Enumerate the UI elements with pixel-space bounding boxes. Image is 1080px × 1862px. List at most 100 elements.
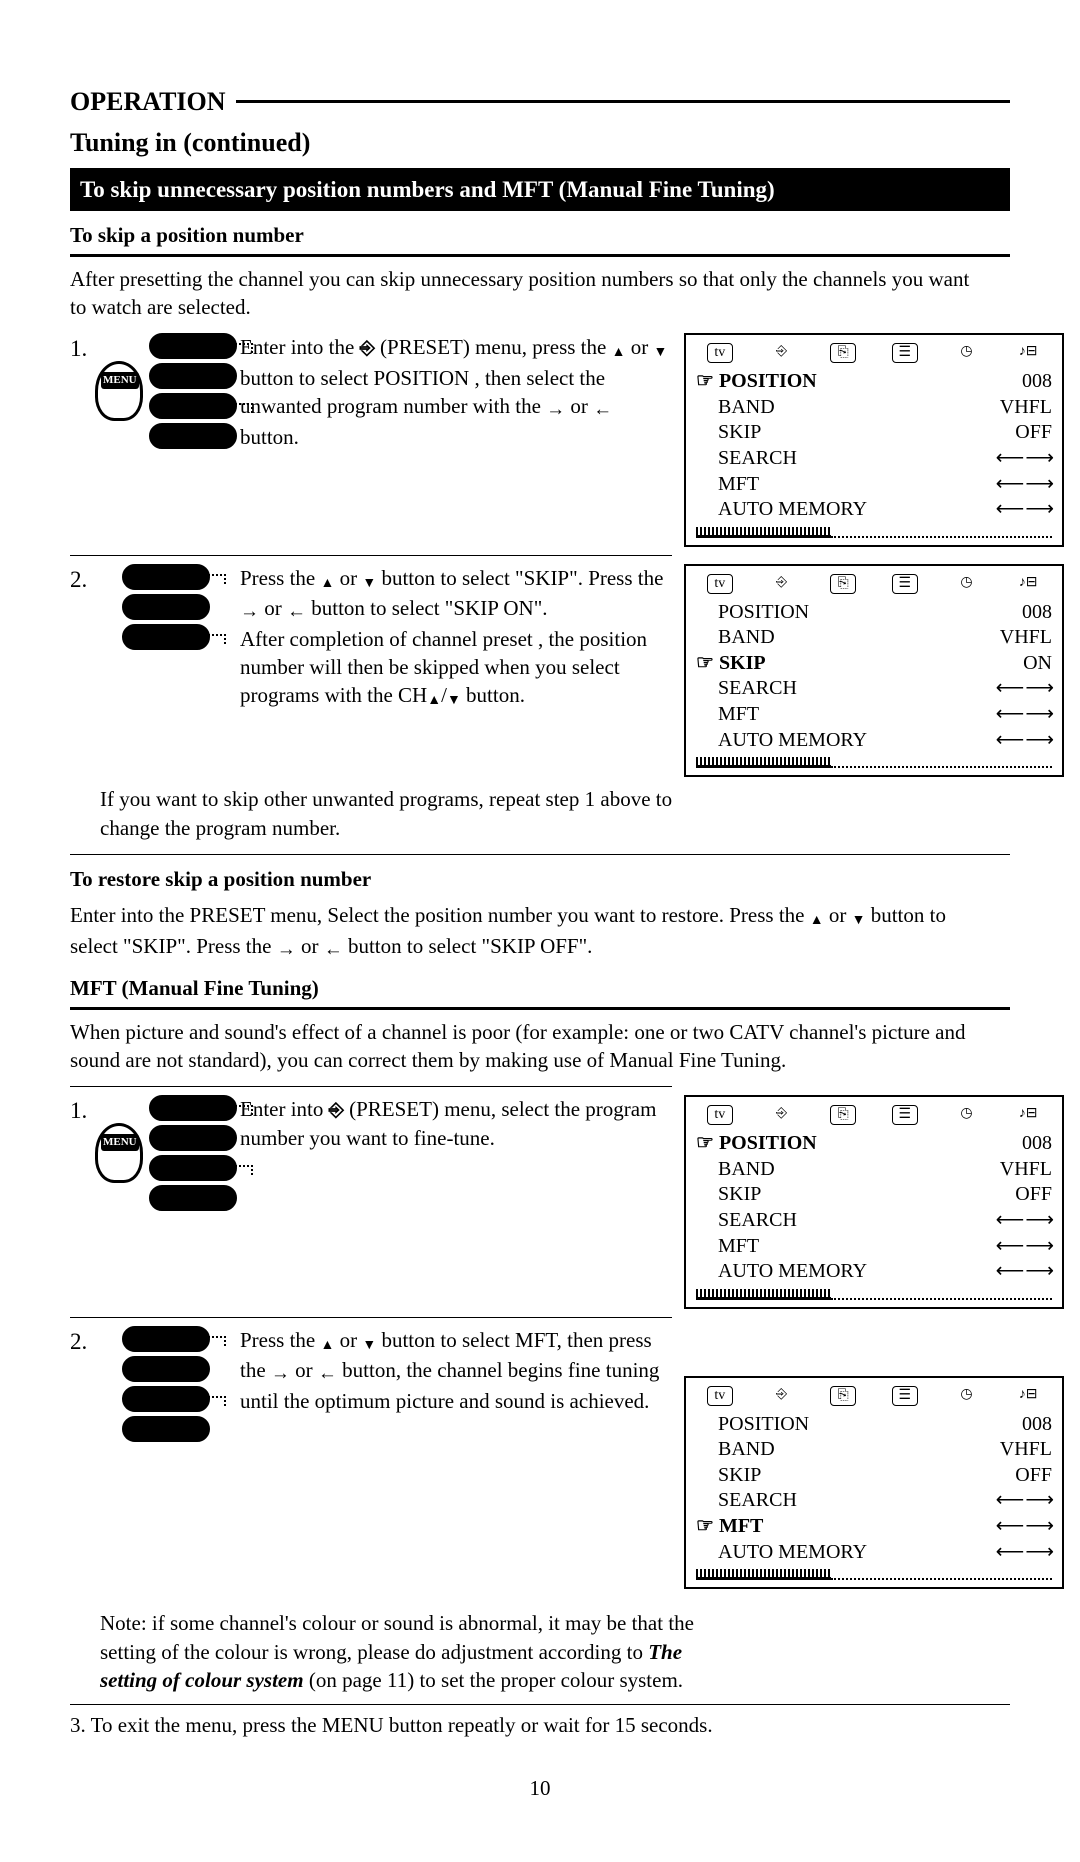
- remote-illustration: [106, 1326, 226, 1442]
- preset-icon: ⎆: [360, 338, 375, 359]
- text: Press the: [240, 566, 321, 590]
- text: or: [340, 566, 363, 590]
- step-text: Press the or button to select "SKIP". Pr…: [240, 564, 670, 712]
- mft-step-1: 1. Enter into ⎆ (PRESET) menu, select th…: [70, 1095, 1010, 1308]
- down-triangle-icon: [362, 566, 376, 594]
- osd-tab-icon: ☰: [892, 343, 918, 363]
- step-text: Enter into the ⎆ (PRESET) menu, press th…: [240, 333, 670, 451]
- down-triangle-icon: [653, 335, 667, 363]
- osd-row: BANDVHFL: [696, 395, 1052, 421]
- osd-value: VHFL: [982, 395, 1052, 421]
- text: button to select "SKIP". Press the: [381, 566, 663, 590]
- oval-button-icon: [122, 624, 210, 650]
- text: or: [340, 1328, 358, 1352]
- step-number: 1.: [70, 333, 92, 364]
- osd-value: ⟵ ⟶: [982, 1259, 1052, 1285]
- osd-row: AUTO MEMORY⟵ ⟶: [696, 497, 1052, 523]
- text: button to select "SKIP OFF".: [348, 934, 592, 958]
- menu-button-icon: [95, 361, 143, 421]
- osd-row: SKIPOFF: [696, 1463, 1052, 1489]
- step-number: 1.: [70, 1095, 92, 1126]
- arrow-right-icon: [271, 1358, 290, 1387]
- osd-label: SEARCH: [718, 1488, 797, 1514]
- osd-label: AUTO MEMORY: [718, 497, 867, 523]
- osd-label: POSITION: [718, 600, 809, 626]
- osd-value: 008: [982, 1412, 1052, 1438]
- osd-value: ⟵ ⟶: [982, 472, 1052, 498]
- osd-value: VHFL: [982, 625, 1052, 651]
- osd-icon-row: tv ⎆ ⎘ ☰ ◷ ♪⊟: [696, 1386, 1052, 1406]
- osd-tab-icon: tv: [707, 1105, 733, 1125]
- text: or: [631, 335, 654, 359]
- osd-value: ⟵ ⟶: [982, 676, 1052, 702]
- oval-button-icon: [122, 564, 210, 590]
- text: (on page 11) to set the proper colour sy…: [304, 1668, 683, 1692]
- step-number: 2.: [70, 1326, 92, 1357]
- osd-value: VHFL: [982, 1157, 1052, 1183]
- osd-progress-bar: [696, 1569, 1052, 1581]
- osd-box-mft-2: tv ⎆ ⎘ ☰ ◷ ♪⊟ POSITION008 BANDVHFL SKIPO…: [684, 1376, 1064, 1589]
- osd-label: SKIP: [718, 1182, 761, 1208]
- osd-label: SEARCH: [718, 1208, 797, 1234]
- divider: [70, 555, 672, 556]
- exit-step: 3. To exit the menu, press the MENU butt…: [70, 1711, 1010, 1739]
- arrow-left-icon: [324, 934, 343, 963]
- repeat-note: If you want to skip other unwanted progr…: [100, 785, 710, 842]
- skip-step-2: 2. Press the or button to select "SKIP".…: [70, 564, 1010, 777]
- osd-value: VHFL: [982, 1437, 1052, 1463]
- text: button to select "SKIP ON".: [311, 596, 547, 620]
- osd-tab-icon: ☰: [892, 1105, 918, 1125]
- oval-button-icon: [149, 1125, 237, 1151]
- osd-icon-row: tv ⎆ ⎘ ☰ ◷ ♪⊟: [696, 574, 1052, 594]
- arrow-left-icon: [593, 394, 612, 423]
- oval-button-icon: [122, 1326, 210, 1352]
- osd-label: AUTO MEMORY: [718, 1259, 867, 1285]
- osd-row: MFT⟵ ⟶: [696, 702, 1052, 728]
- osd-tab-icon: ◷: [953, 343, 979, 363]
- tuning-heading: Tuning in (continued): [70, 125, 1010, 160]
- step-text: Enter into ⎆ (PRESET) menu, select the p…: [240, 1095, 670, 1152]
- osd-tab-icon: ⎆: [768, 1105, 794, 1125]
- oval-button-icon: [149, 1185, 237, 1211]
- oval-button-icon: [122, 1386, 210, 1412]
- osd-label: BAND: [718, 625, 775, 651]
- osd-row: AUTO MEMORY⟵ ⟶: [696, 728, 1052, 754]
- osd-row: POSITION008: [696, 1131, 1052, 1157]
- osd-row: SEARCH⟵ ⟶: [696, 446, 1052, 472]
- osd-label: BAND: [718, 1437, 775, 1463]
- up-triangle-icon: [810, 903, 824, 931]
- osd-progress-bar: [696, 1289, 1052, 1301]
- step-text: Press the or button to select MFT, then …: [240, 1326, 670, 1415]
- text: Note: if some channel's colour or sound …: [100, 1611, 694, 1663]
- osd-value: OFF: [982, 1182, 1052, 1208]
- skip-pos-title: To skip a position number: [70, 221, 1010, 249]
- osd-value: ⟵ ⟶: [982, 1540, 1052, 1566]
- osd-label: MFT: [718, 702, 759, 728]
- text: Press the: [240, 1328, 315, 1352]
- osd-row: MFT⟵ ⟶: [696, 472, 1052, 498]
- osd-value: 008: [982, 600, 1052, 626]
- osd-progress-bar: [696, 527, 1052, 539]
- osd-row: BAND VHFL: [696, 625, 1052, 651]
- down-triangle-icon: [362, 1328, 376, 1356]
- divider: [70, 1704, 1010, 1705]
- osd-tab-icon: ◷: [953, 1105, 979, 1125]
- oval-button-icon: [149, 363, 237, 389]
- osd-label: SKIP: [718, 420, 761, 446]
- divider: [70, 1086, 672, 1087]
- section-black-bar: To skip unnecessary position numbers and…: [70, 168, 1010, 211]
- osd-box-mft-1: tv ⎆ ⎘ ☰ ◷ ♪⊟ POSITION008 BANDVHFL SKIPO…: [684, 1095, 1064, 1308]
- up-triangle-icon: [321, 566, 335, 594]
- remote-illustration: [106, 1095, 226, 1211]
- oval-button-icon: [122, 1356, 210, 1382]
- osd-label: AUTO MEMORY: [718, 1540, 867, 1566]
- osd-tab-icon: ♪⊟: [1015, 574, 1041, 594]
- operation-label: OPERATION: [70, 84, 226, 119]
- osd-value: ⟵ ⟶: [982, 1488, 1052, 1514]
- osd-row: SEARCH⟵ ⟶: [696, 676, 1052, 702]
- mft-note: Note: if some channel's colour or sound …: [100, 1609, 700, 1694]
- up-triangle-icon: [612, 335, 626, 363]
- oval-button-icon: [149, 333, 237, 359]
- osd-tab-icon: tv: [707, 343, 733, 363]
- text: Enter into: [240, 1097, 329, 1121]
